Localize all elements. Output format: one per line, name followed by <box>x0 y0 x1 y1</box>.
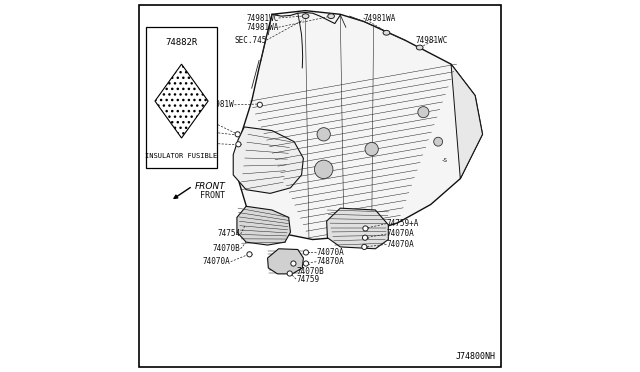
Polygon shape <box>268 249 303 274</box>
Polygon shape <box>451 64 483 179</box>
Text: 74759+A: 74759+A <box>387 219 419 228</box>
Ellipse shape <box>328 14 335 19</box>
Polygon shape <box>237 11 483 240</box>
Circle shape <box>247 252 252 257</box>
Circle shape <box>317 128 330 141</box>
Text: SEC.745: SEC.745 <box>234 36 266 45</box>
Polygon shape <box>326 208 388 249</box>
Circle shape <box>362 244 367 250</box>
Bar <box>147 27 216 167</box>
Polygon shape <box>233 127 303 193</box>
Circle shape <box>303 261 308 266</box>
Polygon shape <box>237 206 291 245</box>
Text: 74981WB: 74981WB <box>182 119 215 128</box>
Circle shape <box>365 142 378 156</box>
Text: 74981WC: 74981WC <box>246 13 278 22</box>
Text: 74070B: 74070B <box>296 267 324 276</box>
Text: 74981WA: 74981WA <box>364 13 396 22</box>
Polygon shape <box>155 64 208 138</box>
Circle shape <box>287 271 292 276</box>
Circle shape <box>418 107 429 118</box>
Circle shape <box>303 250 308 255</box>
Circle shape <box>363 226 368 231</box>
Text: 74981W: 74981W <box>207 100 234 109</box>
Circle shape <box>291 261 296 266</box>
Ellipse shape <box>302 14 309 19</box>
Text: 74981W: 74981W <box>187 139 215 148</box>
Circle shape <box>434 137 443 146</box>
Circle shape <box>257 102 262 108</box>
Circle shape <box>362 235 367 240</box>
Circle shape <box>236 142 241 147</box>
Text: 74981WC: 74981WC <box>416 36 449 45</box>
Ellipse shape <box>417 45 423 50</box>
Text: -s: -s <box>442 157 448 163</box>
Ellipse shape <box>383 31 390 35</box>
Text: INSULATOR FUSIBLE: INSULATOR FUSIBLE <box>145 153 218 160</box>
Circle shape <box>235 132 240 137</box>
Text: J74800NH: J74800NH <box>456 352 495 361</box>
Text: FRONT: FRONT <box>200 191 225 200</box>
Circle shape <box>314 160 333 179</box>
Text: 74070A: 74070A <box>387 230 414 238</box>
Text: 74754: 74754 <box>218 230 241 238</box>
Text: SEC.740: SEC.740 <box>182 128 215 137</box>
Text: 74882R: 74882R <box>165 38 198 47</box>
Text: FRONT: FRONT <box>195 182 225 191</box>
Text: 74759: 74759 <box>296 275 319 283</box>
Text: 74981WA: 74981WA <box>246 23 278 32</box>
Text: 74070A: 74070A <box>316 248 344 257</box>
Text: 74870A: 74870A <box>316 257 344 266</box>
Text: 74070A: 74070A <box>387 240 414 249</box>
Text: 74070A: 74070A <box>203 257 230 266</box>
Text: 74070B: 74070B <box>213 244 241 253</box>
